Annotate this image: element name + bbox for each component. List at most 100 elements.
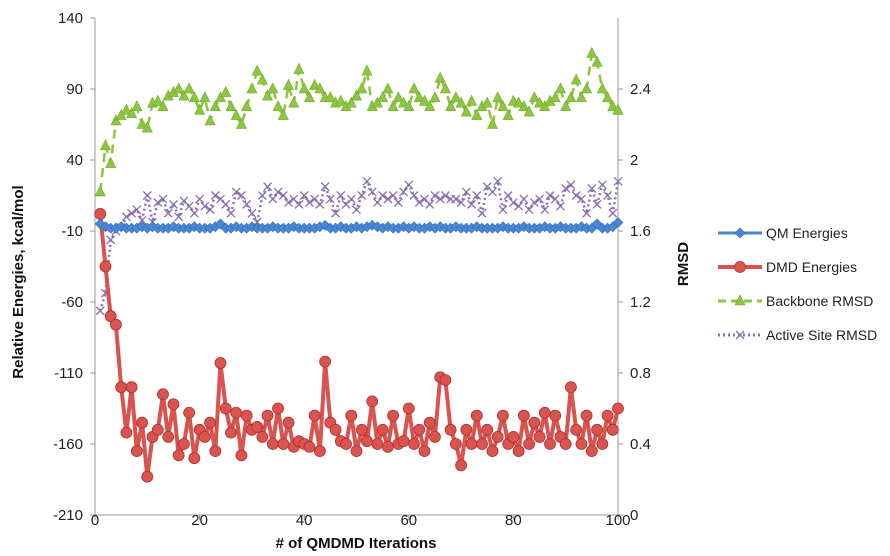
active-site-rmsd-point [545, 191, 555, 200]
active-site-rmsd-point [163, 208, 173, 218]
dmd-energy-point [94, 208, 107, 220]
dmd-energy-point [455, 459, 468, 472]
dmd-energy-point [308, 409, 321, 422]
active-site-rmsd-point [535, 194, 545, 204]
active-site-rmsd-point [153, 198, 163, 208]
active-site-rmsd-point [137, 215, 147, 225]
qm-energies-legend-item: QM Energies [718, 225, 848, 241]
active-site-rmsd-point [529, 198, 539, 208]
dmd-energy-point [329, 423, 342, 436]
active-site-rmsd-point [613, 176, 623, 186]
backbone-rmsd-point [230, 108, 242, 120]
backbone-rmsd-point [272, 100, 284, 112]
dmd-energy-point [523, 438, 535, 450]
dmd-energy-point [282, 416, 295, 429]
dmd-energy-point [444, 423, 457, 436]
backbone-rmsd-point [734, 294, 746, 306]
backbone-rmsd-point [528, 91, 540, 103]
active-site-rmsd-point [268, 194, 278, 204]
dmd-energy-point [497, 409, 509, 422]
backbone-rmsd-point [434, 71, 446, 83]
dmd-energy-point [125, 381, 138, 394]
backbone-rmsd-point [408, 82, 420, 94]
backbone-rmsd-point [392, 91, 404, 103]
dmd-energy-point [188, 452, 201, 465]
dmd-energy-point [366, 395, 379, 408]
active-site-rmsd-point [362, 176, 372, 186]
active-site-rmsd-point [294, 199, 304, 209]
backbone-rmsd-point [131, 100, 143, 112]
y-left-tick-label: 90 [66, 81, 83, 98]
backbone-rmsd-point [460, 105, 472, 117]
dmd-energy-point [575, 438, 588, 450]
active-site-rmsd-point [571, 191, 581, 200]
y-left-tick-label: -60 [61, 294, 83, 311]
backbone-rmsd-point [105, 156, 117, 168]
dmd-energy-point [251, 421, 264, 433]
backbone-rmsd-point [382, 82, 394, 94]
backbone-rmsd-point [439, 82, 451, 94]
dmd-energy-point [261, 409, 274, 422]
dmd-energy-point [402, 402, 415, 415]
backbone-rmsd-point [591, 55, 603, 67]
backbone-rmsd-point [277, 108, 289, 120]
dmd-energy-point [476, 438, 488, 450]
dmd-energy-point [104, 310, 117, 323]
dmd-energy-point [559, 438, 572, 450]
active-site-rmsd-point [273, 187, 283, 197]
dmd-energy-point [120, 426, 133, 439]
y-left-tick-label: 40 [66, 152, 83, 169]
active-site-rmsd-point [378, 191, 388, 200]
active-site-rmsd-point [561, 183, 571, 193]
active-site-rmsd-point [404, 180, 414, 190]
dmd-energy-point [209, 445, 222, 458]
active-site-rmsd-point [425, 199, 435, 209]
active-site-rmsd-point [399, 187, 409, 197]
backbone-rmsd-point [220, 85, 232, 97]
dmd-energy-point [486, 445, 499, 458]
dmd-energy-point [204, 416, 216, 429]
active-site-rmsd-legend-item: Active Site RMSD [718, 327, 877, 343]
dmd-energy-point [429, 430, 441, 443]
qm-energies-series [94, 217, 624, 234]
dmd-energy-point [355, 423, 368, 436]
y-right-tick-label: 1.2 [630, 294, 651, 311]
dmd-energy-point [130, 445, 143, 458]
active-site-rmsd-point [503, 191, 513, 200]
active-site-rmsd-point [242, 199, 252, 209]
backbone-rmsd-point [235, 117, 247, 129]
legend-label: QM Energies [766, 225, 848, 241]
active-site-rmsd-point [508, 198, 518, 208]
backbone-rmsd-point [539, 100, 551, 112]
active-site-rmsd-point [236, 191, 246, 200]
backbone-rmsd-point [126, 107, 138, 119]
backbone-rmsd-point [429, 91, 441, 103]
active-site-rmsd-point [514, 201, 524, 211]
backbone-rmsd-line [98, 52, 619, 193]
backbone-rmsd-point [471, 108, 483, 120]
active-site-rmsd-point [587, 183, 597, 193]
y-left-tick-label: -110 [54, 365, 83, 382]
dmd-energy-point [549, 409, 562, 422]
active-site-rmsd-point [174, 212, 184, 222]
active-site-rmsd-point [336, 191, 346, 200]
backbone-rmsd-point [309, 78, 321, 90]
active-site-rmsd-point [435, 194, 445, 204]
dmd-energy-point [565, 381, 577, 394]
dmd-energies-legend-item: DMD Energies [718, 259, 857, 275]
legend-label: DMD Energies [766, 259, 857, 275]
y-left-tick-label: 140 [58, 10, 83, 27]
backbone-rmsd-point [136, 117, 148, 129]
backbone-rmsd-point [387, 100, 399, 112]
dmd-energy-point [345, 409, 358, 422]
backbone-rmsd-point [298, 82, 310, 94]
backbone-rmsd-point [497, 100, 509, 112]
legend-label: Active Site RMSD [766, 327, 877, 343]
y-left-tick-label: -10 [61, 223, 83, 240]
active-site-rmsd-point [582, 208, 592, 218]
dmd-energy-point [612, 402, 624, 415]
active-site-rmsd-point [352, 205, 361, 215]
active-site-rmsd-point [519, 194, 529, 204]
active-site-rmsd-point [556, 201, 565, 211]
